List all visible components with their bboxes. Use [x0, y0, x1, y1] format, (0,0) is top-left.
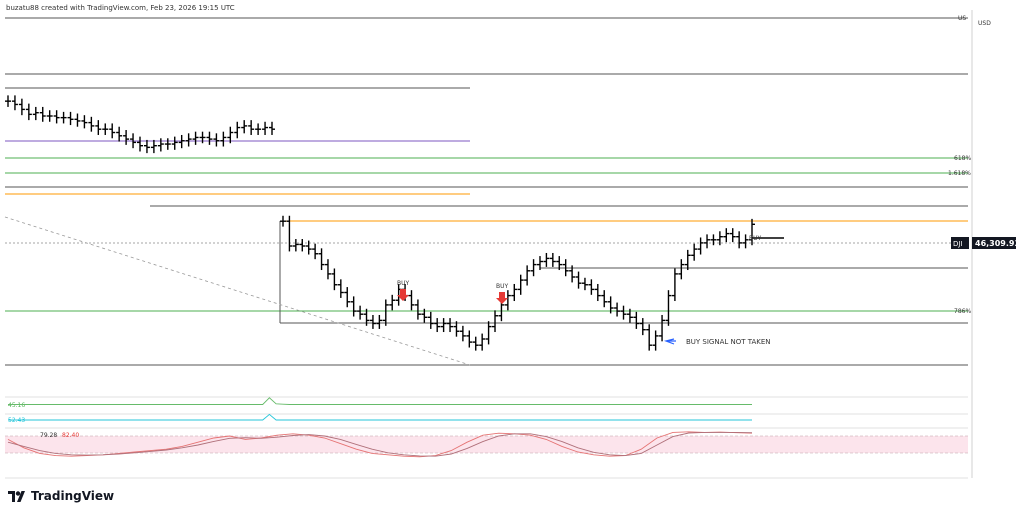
info-arrow-icon [663, 338, 676, 345]
buy-label-2: BUY [496, 283, 509, 290]
chart-attribution: buzatu88 created with TradingView.com, F… [6, 4, 235, 12]
tradingview-wordmark: TradingView [31, 489, 115, 503]
symbol-tag-bg [951, 237, 969, 249]
buy-arrow-icon [397, 289, 409, 301]
tradingview-logo-icon [8, 490, 25, 502]
stoch-band [5, 436, 968, 453]
price-tag-bg [972, 237, 1016, 249]
price-bars-lower [280, 215, 755, 351]
indicator-1-line [8, 397, 752, 405]
price-bars-upper [5, 95, 275, 154]
buy-label-1: BUY [397, 280, 410, 287]
buy-label-3: BUY [749, 235, 762, 242]
stoch-k-value: 79.28 [40, 432, 57, 439]
fib-618-label: 618% [954, 155, 971, 162]
currency-top-label: US [958, 15, 966, 22]
stoch-d-value: 82.40 [62, 432, 79, 439]
currency-label: USD [978, 20, 991, 27]
symbol-ticker: DJI [953, 240, 963, 248]
fib-786-label: 786% [954, 308, 971, 315]
stoch-k-line [7, 431, 753, 458]
indicator-1-value: 45.16 [8, 402, 25, 409]
indicator-2-value: 52.43 [8, 417, 25, 424]
buy-arrow-icon [496, 292, 508, 304]
fib-1618-label: 1.618% [948, 170, 971, 177]
tradingview-brand[interactable]: TradingView [8, 489, 114, 503]
indicator-2-line [8, 413, 752, 421]
price-value: 46,309.93 [975, 239, 1020, 248]
not-taken-label: BUY SIGNAL NOT TAKEN [686, 338, 771, 346]
stoch-d-line [7, 431, 753, 457]
